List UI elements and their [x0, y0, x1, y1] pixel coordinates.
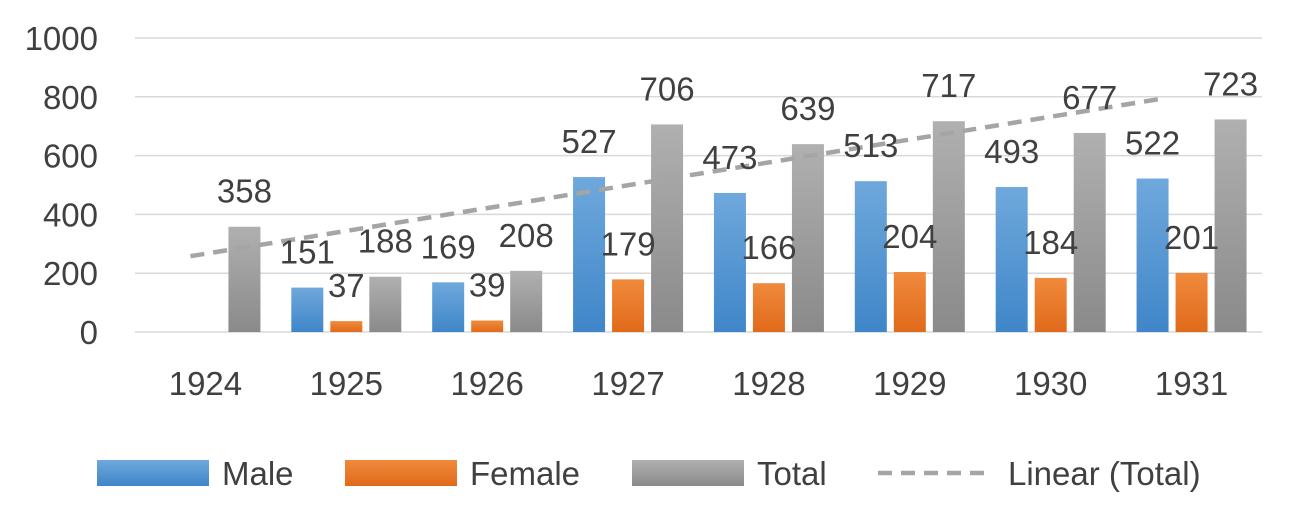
bar-male [1136, 178, 1169, 332]
y-tick-label: 0 [80, 314, 98, 351]
data-label-total: 639 [780, 90, 835, 127]
legend-female: Female [345, 455, 580, 492]
legend-male-swatch [97, 460, 209, 486]
data-label-male: 527 [562, 123, 617, 160]
data-label-male: 513 [843, 127, 898, 164]
x-tick-label: 1927 [591, 365, 664, 402]
bar-female [893, 272, 926, 332]
y-tick-label: 600 [43, 138, 98, 175]
y-tick-label: 800 [43, 79, 98, 116]
data-label-male: 493 [984, 133, 1039, 170]
y-tick-label: 200 [43, 255, 98, 292]
legend-trendline: Linear (Total) [878, 455, 1201, 492]
bar-total [369, 276, 402, 332]
y-tick-label: 1000 [25, 20, 98, 57]
y-axis-ticks: 0 200 400 600 800 1000 [25, 20, 98, 351]
x-tick-label: 1926 [450, 365, 523, 402]
data-label-male: 151 [280, 234, 335, 271]
data-label-total: 208 [499, 217, 554, 254]
data-label-total: 723 [1203, 65, 1258, 102]
legend: Male Female Total Linear (Total) [97, 455, 1201, 492]
bar-male [291, 287, 324, 332]
bar-female [752, 283, 785, 332]
data-label-female: 204 [882, 218, 937, 255]
bar-total [791, 144, 824, 332]
bar-total [510, 270, 543, 332]
bar-total [1214, 119, 1247, 332]
legend-trendline-label: Linear (Total) [1008, 455, 1201, 492]
bar-total [1073, 132, 1106, 332]
bar-male [854, 181, 887, 332]
x-axis-ticks: 1924 1925 1926 1927 1928 1929 1930 1931 [169, 365, 1229, 402]
x-tick-label: 1924 [169, 365, 242, 402]
bar-total [932, 121, 965, 333]
legend-male: Male [97, 455, 294, 492]
data-label-total: 358 [217, 173, 272, 210]
legend-female-label: Female [470, 455, 580, 492]
data-label-female: 179 [601, 225, 656, 262]
legend-male-label: Male [222, 455, 294, 492]
bar-female [1175, 272, 1208, 332]
data-label-total: 188 [358, 223, 413, 260]
legend-female-swatch [345, 460, 457, 486]
x-tick-label: 1925 [310, 365, 383, 402]
data-label-total: 717 [921, 67, 976, 104]
data-label-male: 522 [1125, 125, 1180, 162]
data-label-female: 39 [469, 267, 506, 304]
bar-male [573, 177, 606, 332]
y-tick-label: 400 [43, 196, 98, 233]
bar-male [713, 192, 746, 332]
data-label-total: 677 [1062, 79, 1117, 116]
bar-total [228, 226, 261, 332]
data-label-female: 201 [1164, 219, 1219, 256]
data-label-male: 473 [702, 139, 757, 176]
x-tick-label: 1929 [873, 365, 946, 402]
bars [228, 119, 1247, 333]
data-label-female: 166 [741, 229, 796, 266]
bar-female [330, 321, 363, 332]
trendline-total [190, 95, 1167, 259]
bar-male [432, 282, 465, 332]
data-label-male: 169 [421, 228, 476, 265]
bar-total [651, 124, 684, 332]
data-label-female: 184 [1023, 224, 1078, 261]
x-tick-label: 1930 [1014, 365, 1087, 402]
data-label-female: 37 [328, 267, 365, 304]
legend-total-swatch [632, 460, 744, 486]
bar-female [612, 279, 645, 332]
legend-total-label: Total [757, 455, 827, 492]
bar-female [1034, 277, 1067, 332]
data-label-total: 706 [640, 70, 695, 107]
x-tick-label: 1928 [732, 365, 805, 402]
trendline [190, 95, 1167, 259]
bar-female [471, 320, 504, 332]
legend-total: Total [632, 455, 827, 492]
x-tick-label: 1931 [1155, 365, 1228, 402]
bar-male [995, 187, 1028, 332]
